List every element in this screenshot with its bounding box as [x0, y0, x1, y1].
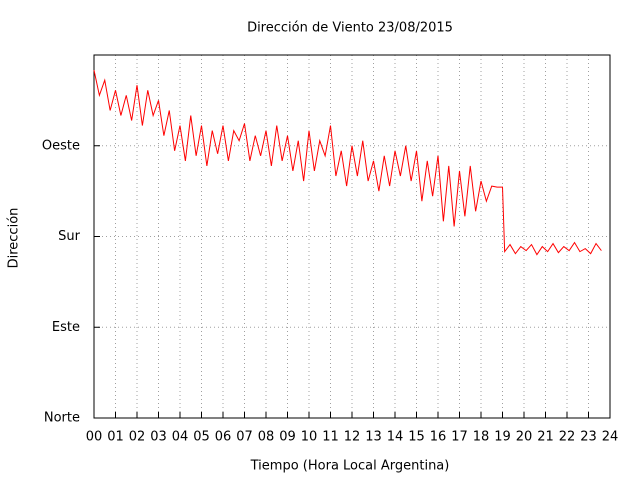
x-tick-label: 09 [279, 430, 296, 445]
x-tick-label: 00 [86, 430, 103, 445]
x-tick-label: 14 [387, 430, 404, 445]
x-tick-label: 04 [172, 430, 189, 445]
y-tick-label: Este [52, 320, 80, 335]
x-tick-label: 24 [602, 430, 619, 445]
y-tick-label: Oeste [42, 138, 80, 153]
x-tick-label: 22 [559, 430, 576, 445]
x-tick-label: 03 [150, 430, 167, 445]
y-tick-label: Norte [44, 411, 80, 426]
x-axis-label: Tiempo (Hora Local Argentina) [250, 459, 450, 474]
x-tick-label: 23 [580, 430, 597, 445]
x-tick-label: 02 [129, 430, 146, 445]
x-tick-label: 16 [430, 430, 447, 445]
chart-title: Dirección de Viento 23/08/2015 [247, 21, 453, 36]
y-axis-label: Dirección [7, 208, 22, 269]
x-tick-label: 05 [193, 430, 210, 445]
data-line [93, 70, 602, 256]
x-tick-label: 21 [537, 430, 554, 445]
x-tick-label: 11 [322, 430, 339, 445]
x-tick-label: 01 [107, 430, 124, 445]
x-tick-label: 18 [473, 430, 490, 445]
x-tick-label: 13 [365, 430, 382, 445]
x-tick-label: 15 [408, 430, 425, 445]
x-tick-label: 10 [301, 430, 318, 445]
x-tick-label: 17 [451, 430, 468, 445]
x-tick-label: 07 [236, 430, 253, 445]
x-tick-label: 08 [258, 430, 275, 445]
x-tick-label: 06 [215, 430, 232, 445]
x-tick-label: 20 [516, 430, 533, 445]
x-tick-label: 12 [344, 430, 361, 445]
plot-frame [93, 54, 611, 419]
x-tick-label: 19 [494, 430, 511, 445]
y-tick-label: Sur [58, 229, 80, 244]
